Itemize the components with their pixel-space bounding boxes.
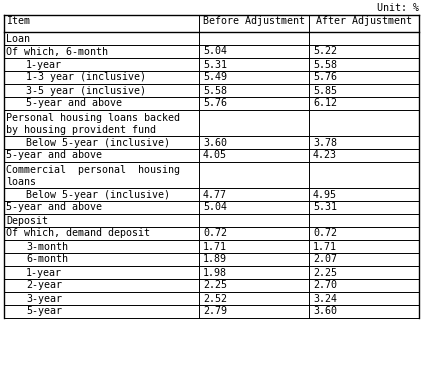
Text: 2.70: 2.70 xyxy=(313,281,337,291)
Text: 2.52: 2.52 xyxy=(203,293,227,303)
Text: 2.25: 2.25 xyxy=(313,268,337,278)
Text: 5.85: 5.85 xyxy=(313,85,337,95)
Text: 1.71: 1.71 xyxy=(203,241,227,251)
Text: 3-5 year (inclusive): 3-5 year (inclusive) xyxy=(26,85,146,95)
Text: 1-year: 1-year xyxy=(26,60,62,70)
Text: Unit: %: Unit: % xyxy=(377,3,419,13)
Text: 3-year: 3-year xyxy=(26,293,62,303)
Text: Below 5-year (inclusive): Below 5-year (inclusive) xyxy=(26,137,170,147)
Text: 5.76: 5.76 xyxy=(203,99,227,109)
Text: Below 5-year (inclusive): Below 5-year (inclusive) xyxy=(26,189,170,199)
Text: 5.04: 5.04 xyxy=(203,203,227,213)
Text: 5.58: 5.58 xyxy=(313,60,337,70)
Text: 3-month: 3-month xyxy=(26,241,68,251)
Text: 1.71: 1.71 xyxy=(313,241,337,251)
Text: 5.22: 5.22 xyxy=(313,47,337,57)
Text: 5-year and above: 5-year and above xyxy=(6,151,102,161)
Text: 1.98: 1.98 xyxy=(203,268,227,278)
Text: 1.89: 1.89 xyxy=(203,254,227,264)
Text: by housing provident fund: by housing provident fund xyxy=(6,125,156,135)
Text: 5.49: 5.49 xyxy=(203,72,227,82)
Text: 6.12: 6.12 xyxy=(313,99,337,109)
Text: 1-3 year (inclusive): 1-3 year (inclusive) xyxy=(26,72,146,82)
Text: 4.23: 4.23 xyxy=(313,151,337,161)
Text: After Adjustment: After Adjustment xyxy=(316,16,412,26)
Text: 5.31: 5.31 xyxy=(203,60,227,70)
Text: 5.31: 5.31 xyxy=(313,203,337,213)
Text: 2.07: 2.07 xyxy=(313,254,337,264)
Text: 2.25: 2.25 xyxy=(203,281,227,291)
Text: 4.77: 4.77 xyxy=(203,189,227,199)
Text: 6-month: 6-month xyxy=(26,254,68,264)
Text: 0.72: 0.72 xyxy=(313,229,337,238)
Text: 4.05: 4.05 xyxy=(203,151,227,161)
Text: 3.60: 3.60 xyxy=(203,137,227,147)
Text: 2-year: 2-year xyxy=(26,281,62,291)
Text: 1-year: 1-year xyxy=(26,268,62,278)
Text: Of which, 6-month: Of which, 6-month xyxy=(6,47,108,57)
Text: 4.95: 4.95 xyxy=(313,189,337,199)
Text: Before Adjustment: Before Adjustment xyxy=(203,16,305,26)
Text: Of which, demand deposit: Of which, demand deposit xyxy=(6,229,150,238)
Text: 3.78: 3.78 xyxy=(313,137,337,147)
Text: Item: Item xyxy=(6,16,30,26)
Text: 5-year: 5-year xyxy=(26,306,62,316)
Text: loans: loans xyxy=(6,177,36,187)
Text: 3.60: 3.60 xyxy=(313,306,337,316)
Text: 5.76: 5.76 xyxy=(313,72,337,82)
Text: 5.04: 5.04 xyxy=(203,47,227,57)
Text: 5-year and above: 5-year and above xyxy=(26,99,122,109)
Text: 3.24: 3.24 xyxy=(313,293,337,303)
Text: Commercial  personal  housing: Commercial personal housing xyxy=(6,165,180,175)
Text: 2.79: 2.79 xyxy=(203,306,227,316)
Text: 5.58: 5.58 xyxy=(203,85,227,95)
Text: 5-year and above: 5-year and above xyxy=(6,203,102,213)
Text: Deposit: Deposit xyxy=(6,216,48,226)
Text: Personal housing loans backed: Personal housing loans backed xyxy=(6,113,180,123)
Text: 0.72: 0.72 xyxy=(203,229,227,238)
Text: Loan: Loan xyxy=(6,33,30,44)
